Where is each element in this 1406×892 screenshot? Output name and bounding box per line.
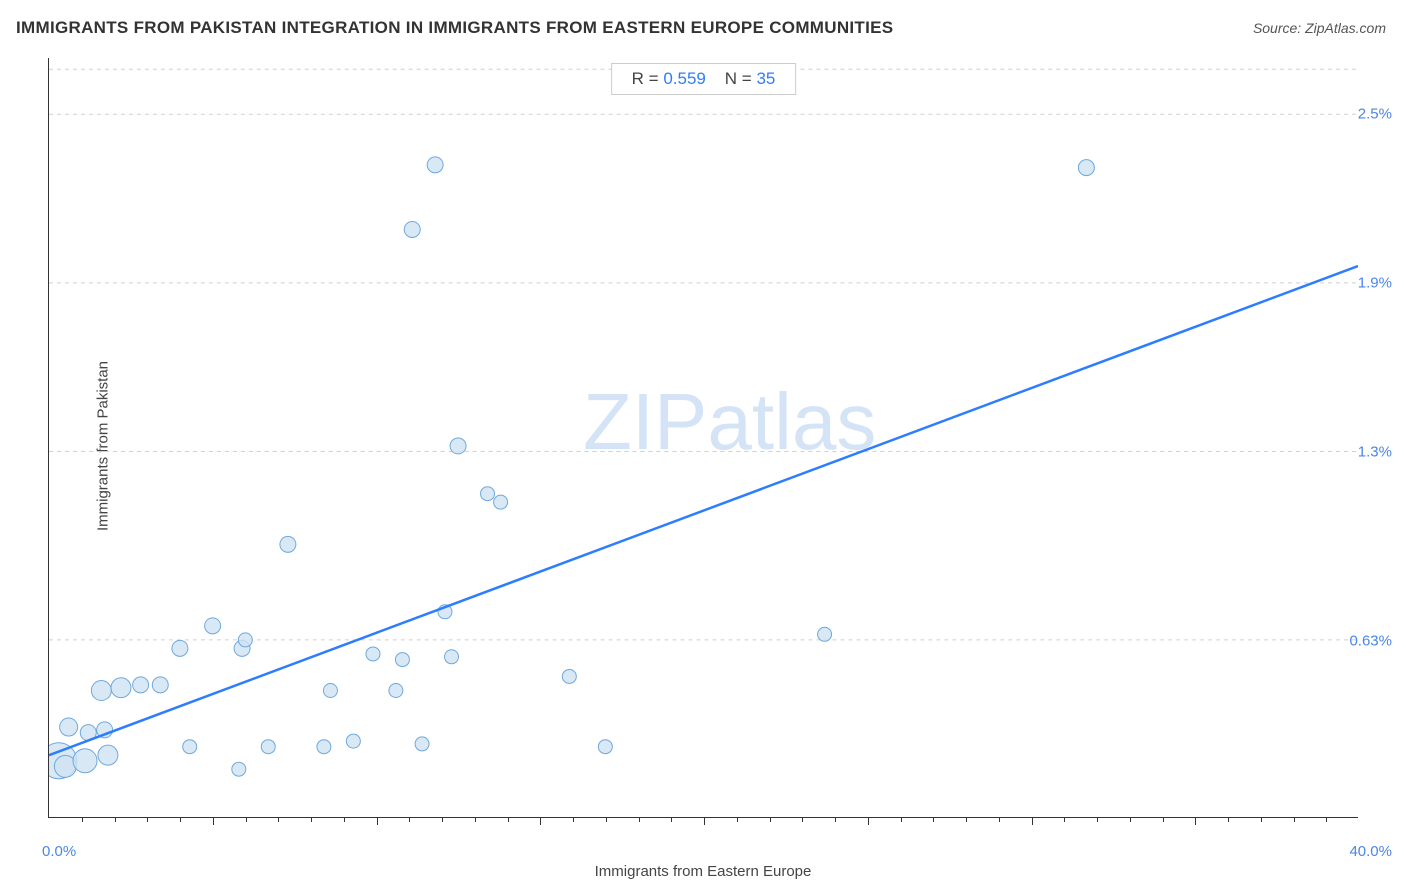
x-tick bbox=[475, 817, 476, 822]
y-tick-label: 1.9% bbox=[1358, 275, 1392, 292]
x-tick bbox=[1195, 817, 1196, 825]
x-axis-label: Immigrants from Eastern Europe bbox=[595, 863, 812, 880]
x-tick bbox=[933, 817, 934, 822]
scatter-point bbox=[98, 745, 118, 765]
x-tick bbox=[540, 817, 541, 825]
x-tick bbox=[671, 817, 672, 822]
scatter-point bbox=[1078, 160, 1094, 176]
x-tick bbox=[508, 817, 509, 822]
scatter-point bbox=[172, 640, 188, 656]
x-tick bbox=[377, 817, 378, 825]
scatter-point bbox=[395, 653, 409, 667]
x-tick bbox=[966, 817, 967, 822]
x-tick bbox=[1163, 817, 1164, 822]
x-max-label: 40.0% bbox=[1349, 843, 1392, 860]
x-tick bbox=[606, 817, 607, 822]
scatter-point bbox=[91, 681, 111, 701]
scatter-point bbox=[152, 677, 168, 693]
scatter-point bbox=[450, 438, 466, 454]
x-tick bbox=[278, 817, 279, 822]
scatter-point bbox=[73, 749, 97, 773]
scatter-point bbox=[133, 677, 149, 693]
x-tick bbox=[115, 817, 116, 822]
x-tick bbox=[1064, 817, 1065, 822]
x-tick bbox=[737, 817, 738, 822]
x-tick bbox=[802, 817, 803, 822]
scatter-point bbox=[366, 647, 380, 661]
scatter-point bbox=[481, 487, 495, 501]
scatter-point bbox=[261, 740, 275, 754]
chart-svg bbox=[49, 58, 1358, 817]
x-tick bbox=[901, 817, 902, 822]
trendline bbox=[49, 266, 1358, 755]
scatter-point bbox=[280, 536, 296, 552]
x-tick bbox=[1326, 817, 1327, 822]
x-tick bbox=[1032, 817, 1033, 825]
source-label: Source: ZipAtlas.com bbox=[1253, 20, 1386, 36]
scatter-point bbox=[494, 495, 508, 509]
x-tick bbox=[442, 817, 443, 822]
scatter-point bbox=[598, 740, 612, 754]
scatter-point bbox=[232, 762, 246, 776]
scatter-point bbox=[238, 633, 252, 647]
x-tick bbox=[1097, 817, 1098, 822]
x-tick bbox=[639, 817, 640, 822]
x-tick bbox=[409, 817, 410, 822]
scatter-point bbox=[427, 157, 443, 173]
y-tick-label: 1.3% bbox=[1358, 444, 1392, 461]
chart-title: IMMIGRANTS FROM PAKISTAN INTEGRATION IN … bbox=[16, 18, 893, 38]
scatter-point bbox=[562, 669, 576, 683]
scatter-point bbox=[389, 684, 403, 698]
x-tick bbox=[868, 817, 869, 825]
scatter-point bbox=[323, 684, 337, 698]
n-label: N = bbox=[725, 69, 752, 88]
scatter-point bbox=[183, 740, 197, 754]
x-tick bbox=[770, 817, 771, 822]
x-tick bbox=[1130, 817, 1131, 822]
scatter-point bbox=[404, 221, 420, 237]
scatter-point bbox=[415, 737, 429, 751]
scatter-point bbox=[111, 678, 131, 698]
x-tick bbox=[573, 817, 574, 822]
plot-area: R = 0.559 N = 35 ZIPatlas bbox=[48, 58, 1358, 818]
scatter-point bbox=[445, 650, 459, 664]
scatter-point bbox=[317, 740, 331, 754]
x-tick bbox=[1261, 817, 1262, 822]
x-tick bbox=[1294, 817, 1295, 822]
x-tick bbox=[147, 817, 148, 822]
y-tick-label: 2.5% bbox=[1358, 106, 1392, 123]
x-tick bbox=[344, 817, 345, 822]
scatter-point bbox=[60, 718, 78, 736]
x-tick bbox=[180, 817, 181, 822]
x-min-label: 0.0% bbox=[42, 843, 76, 860]
x-tick bbox=[1228, 817, 1229, 822]
x-tick bbox=[246, 817, 247, 822]
x-tick bbox=[311, 817, 312, 822]
x-tick bbox=[835, 817, 836, 822]
scatter-point bbox=[818, 627, 832, 641]
scatter-point bbox=[346, 734, 360, 748]
x-tick bbox=[213, 817, 214, 825]
n-value: 35 bbox=[756, 69, 775, 88]
x-tick bbox=[82, 817, 83, 822]
r-label: R = bbox=[632, 69, 659, 88]
r-value: 0.559 bbox=[663, 69, 706, 88]
x-tick bbox=[704, 817, 705, 825]
x-tick bbox=[999, 817, 1000, 822]
scatter-point bbox=[205, 618, 221, 634]
stats-box: R = 0.559 N = 35 bbox=[611, 63, 797, 95]
